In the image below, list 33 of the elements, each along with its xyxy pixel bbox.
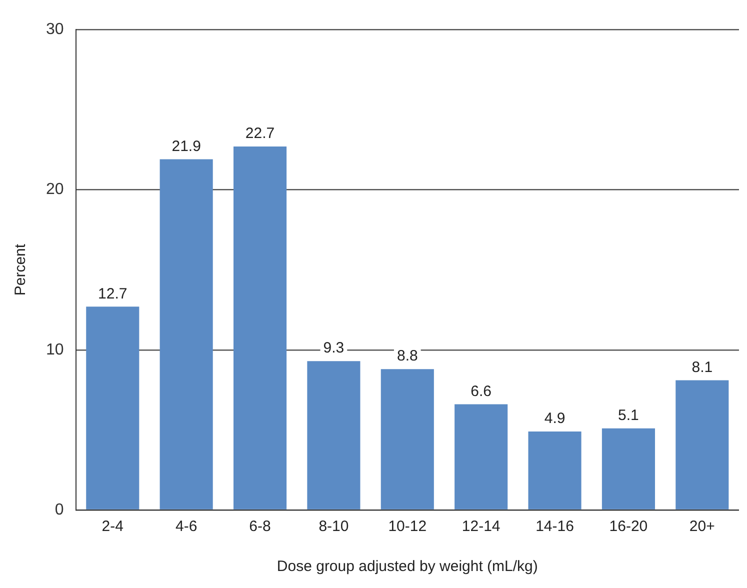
x-tick-label: 14-16 <box>536 518 574 536</box>
bar <box>160 159 213 510</box>
x-tick-label: 16-20 <box>609 518 648 536</box>
data-label: 22.7 <box>245 125 275 142</box>
y-tick-label: 30 <box>46 21 64 38</box>
data-label: 21.9 <box>172 138 201 155</box>
bar <box>380 369 434 510</box>
data-label: 4.9 <box>544 410 566 428</box>
data-label: 9.3 <box>323 340 344 357</box>
data-label: 12.7 <box>98 285 128 302</box>
x-axis-title: Dose group adjusted by weight (mL/kg) <box>276 558 538 576</box>
x-tick-label: 10-12 <box>388 518 427 536</box>
bar <box>676 380 729 510</box>
x-tick-label: 2-4 <box>102 518 124 536</box>
x-tick-label: 20+ <box>689 518 716 536</box>
bar <box>86 306 140 510</box>
y-tick-label: 10 <box>46 341 64 358</box>
data-label: 8.1 <box>692 358 713 376</box>
data-label: 5.1 <box>618 406 639 424</box>
y-tick-label: 0 <box>54 501 64 518</box>
data-label: 6.6 <box>470 382 492 400</box>
bar <box>307 361 360 510</box>
x-tick-label: 12-14 <box>462 518 500 536</box>
x-tick-label: 4-6 <box>175 518 198 536</box>
data-label: 8.8 <box>396 348 418 365</box>
bar <box>454 404 508 510</box>
x-tick-label: 8-10 <box>318 518 349 536</box>
bar <box>528 432 582 510</box>
x-tick-label: 6-8 <box>249 518 271 536</box>
y-tick-label: 20 <box>46 181 64 198</box>
bar <box>233 146 287 510</box>
y-axis-title: Percent <box>12 243 30 296</box>
bar <box>602 428 655 510</box>
